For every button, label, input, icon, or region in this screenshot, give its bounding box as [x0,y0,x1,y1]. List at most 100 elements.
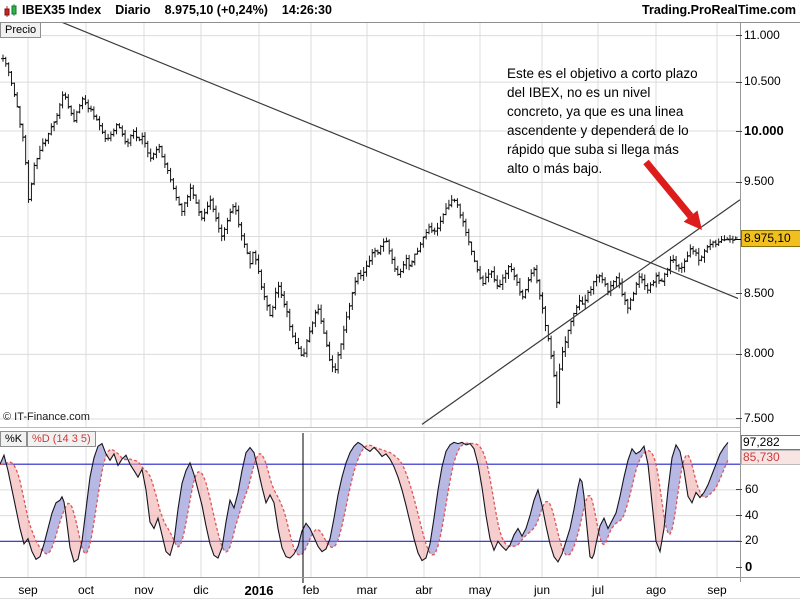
stoch-fill [280,501,282,548]
stoch-fill [354,444,356,472]
stoch-fill [498,523,500,544]
stoch-fill [718,453,720,484]
stoch-fill [140,464,142,474]
stoch-fill [486,460,488,528]
stoch-fill [502,537,504,549]
stoch-fill [246,450,248,494]
price-axis-label: 11.000 [744,27,780,42]
stoch-fill [318,529,320,550]
stoch-fill [636,452,638,471]
stoch-fill [28,517,30,546]
last-price-tick [735,238,741,240]
stoch-k-value-badge: 97,282 [741,435,800,450]
stoch-fill [690,458,692,503]
stoch-fill [650,451,652,503]
stoch-fill [154,488,156,529]
month-label-sep: sep [18,583,38,597]
user-annotation-text[interactable]: Este es el objetivo a corto plazo del IB… [507,64,739,178]
price-axis-tick [736,293,742,295]
stoch-fill [666,489,668,534]
stoch-fill [446,448,448,505]
price-axis-tick [736,81,742,83]
stoch-fill [582,481,584,517]
stoch-fill [186,466,188,523]
stoch-fill [348,452,350,498]
stoch-fill [670,457,672,535]
stoch-axis-tick [736,540,742,542]
stoch-fill [76,521,78,561]
price-plot[interactable] [1,20,740,425]
tab-stoch-d[interactable]: %D (14 3 5) [27,431,96,447]
month-label-2016: 2016 [244,583,274,598]
price-axis-tick [736,181,742,183]
stoch-fill [100,443,102,484]
stoch-fill [54,502,56,543]
stoch-fill [406,473,408,514]
stoch-fill [672,451,674,530]
tab-precio[interactable]: Precio [0,22,42,38]
stoch-fill [188,462,190,512]
last-price-text: 8.975,10 [164,3,214,17]
stoch-fill [214,516,216,557]
stoch-fill [242,461,244,506]
price-axis-tick [736,418,742,420]
stoch-fill [230,500,232,547]
red-arrow-head[interactable] [683,210,702,230]
timeframe-label[interactable]: Diario [115,3,151,17]
stoch-fill [208,490,210,544]
stoch-fill [310,528,312,539]
annotation-line: alto o más bajo. [507,161,603,176]
month-label-mar: mar [356,583,378,597]
stoch-fill [676,444,678,508]
stoch-fill [166,525,168,554]
stoch-fill [610,520,612,532]
stoch-fill [674,444,676,520]
stoch-fill [52,507,54,548]
stoch-fill [200,471,202,506]
stoch-fill [152,481,154,529]
stoch-fill [402,464,404,498]
ascending-trendline[interactable] [421,199,740,425]
red-arrow-shaft[interactable] [643,159,694,219]
stoch-fill [704,488,706,498]
stoch-fill [632,448,634,487]
stoch-fill [630,448,632,495]
stoch-fill [272,484,274,503]
stoch-fill [112,449,114,458]
stoch-plot[interactable] [0,441,729,563]
price-axis-label: 8.500 [744,285,775,300]
month-label-ago: ago [645,583,667,597]
tab-stoch-k[interactable]: %K [0,431,28,447]
stoch-fill [216,524,218,559]
stoch-fill [356,442,358,466]
stoch-fill [232,504,234,541]
annotation-line: rápido que suba si llega más [507,142,679,157]
stoch-fill [456,442,458,457]
stoch-fill [724,444,726,470]
stoch-fill [604,518,606,545]
stoch-fill [176,509,178,547]
stoch-fill [14,465,16,510]
change-text: (+0,24%) [216,3,268,17]
stoch-fill [418,513,420,557]
stoch-axis-label: 0 [745,559,753,574]
price-axis-label: 9.500 [744,174,775,189]
stoch-fill [476,444,478,465]
stoch-fill [344,462,346,517]
stoch-fill [452,442,454,472]
stoch-fill [382,449,384,457]
stoch-fill [56,501,58,536]
stoch-fill [500,531,502,547]
month-label-sep-2016: sep [707,583,727,597]
descending-trendline[interactable] [57,20,739,299]
stoch-fill [496,512,498,546]
stoch-fill [236,492,238,525]
stoch-fill [340,477,342,534]
stoch-fill [514,531,516,547]
stoch-fill [444,451,446,517]
last-price-badge: 8.975,10 [741,230,800,247]
stoch-fill [412,491,414,539]
annotation-line: concreto, ya que es una linea [507,104,684,119]
